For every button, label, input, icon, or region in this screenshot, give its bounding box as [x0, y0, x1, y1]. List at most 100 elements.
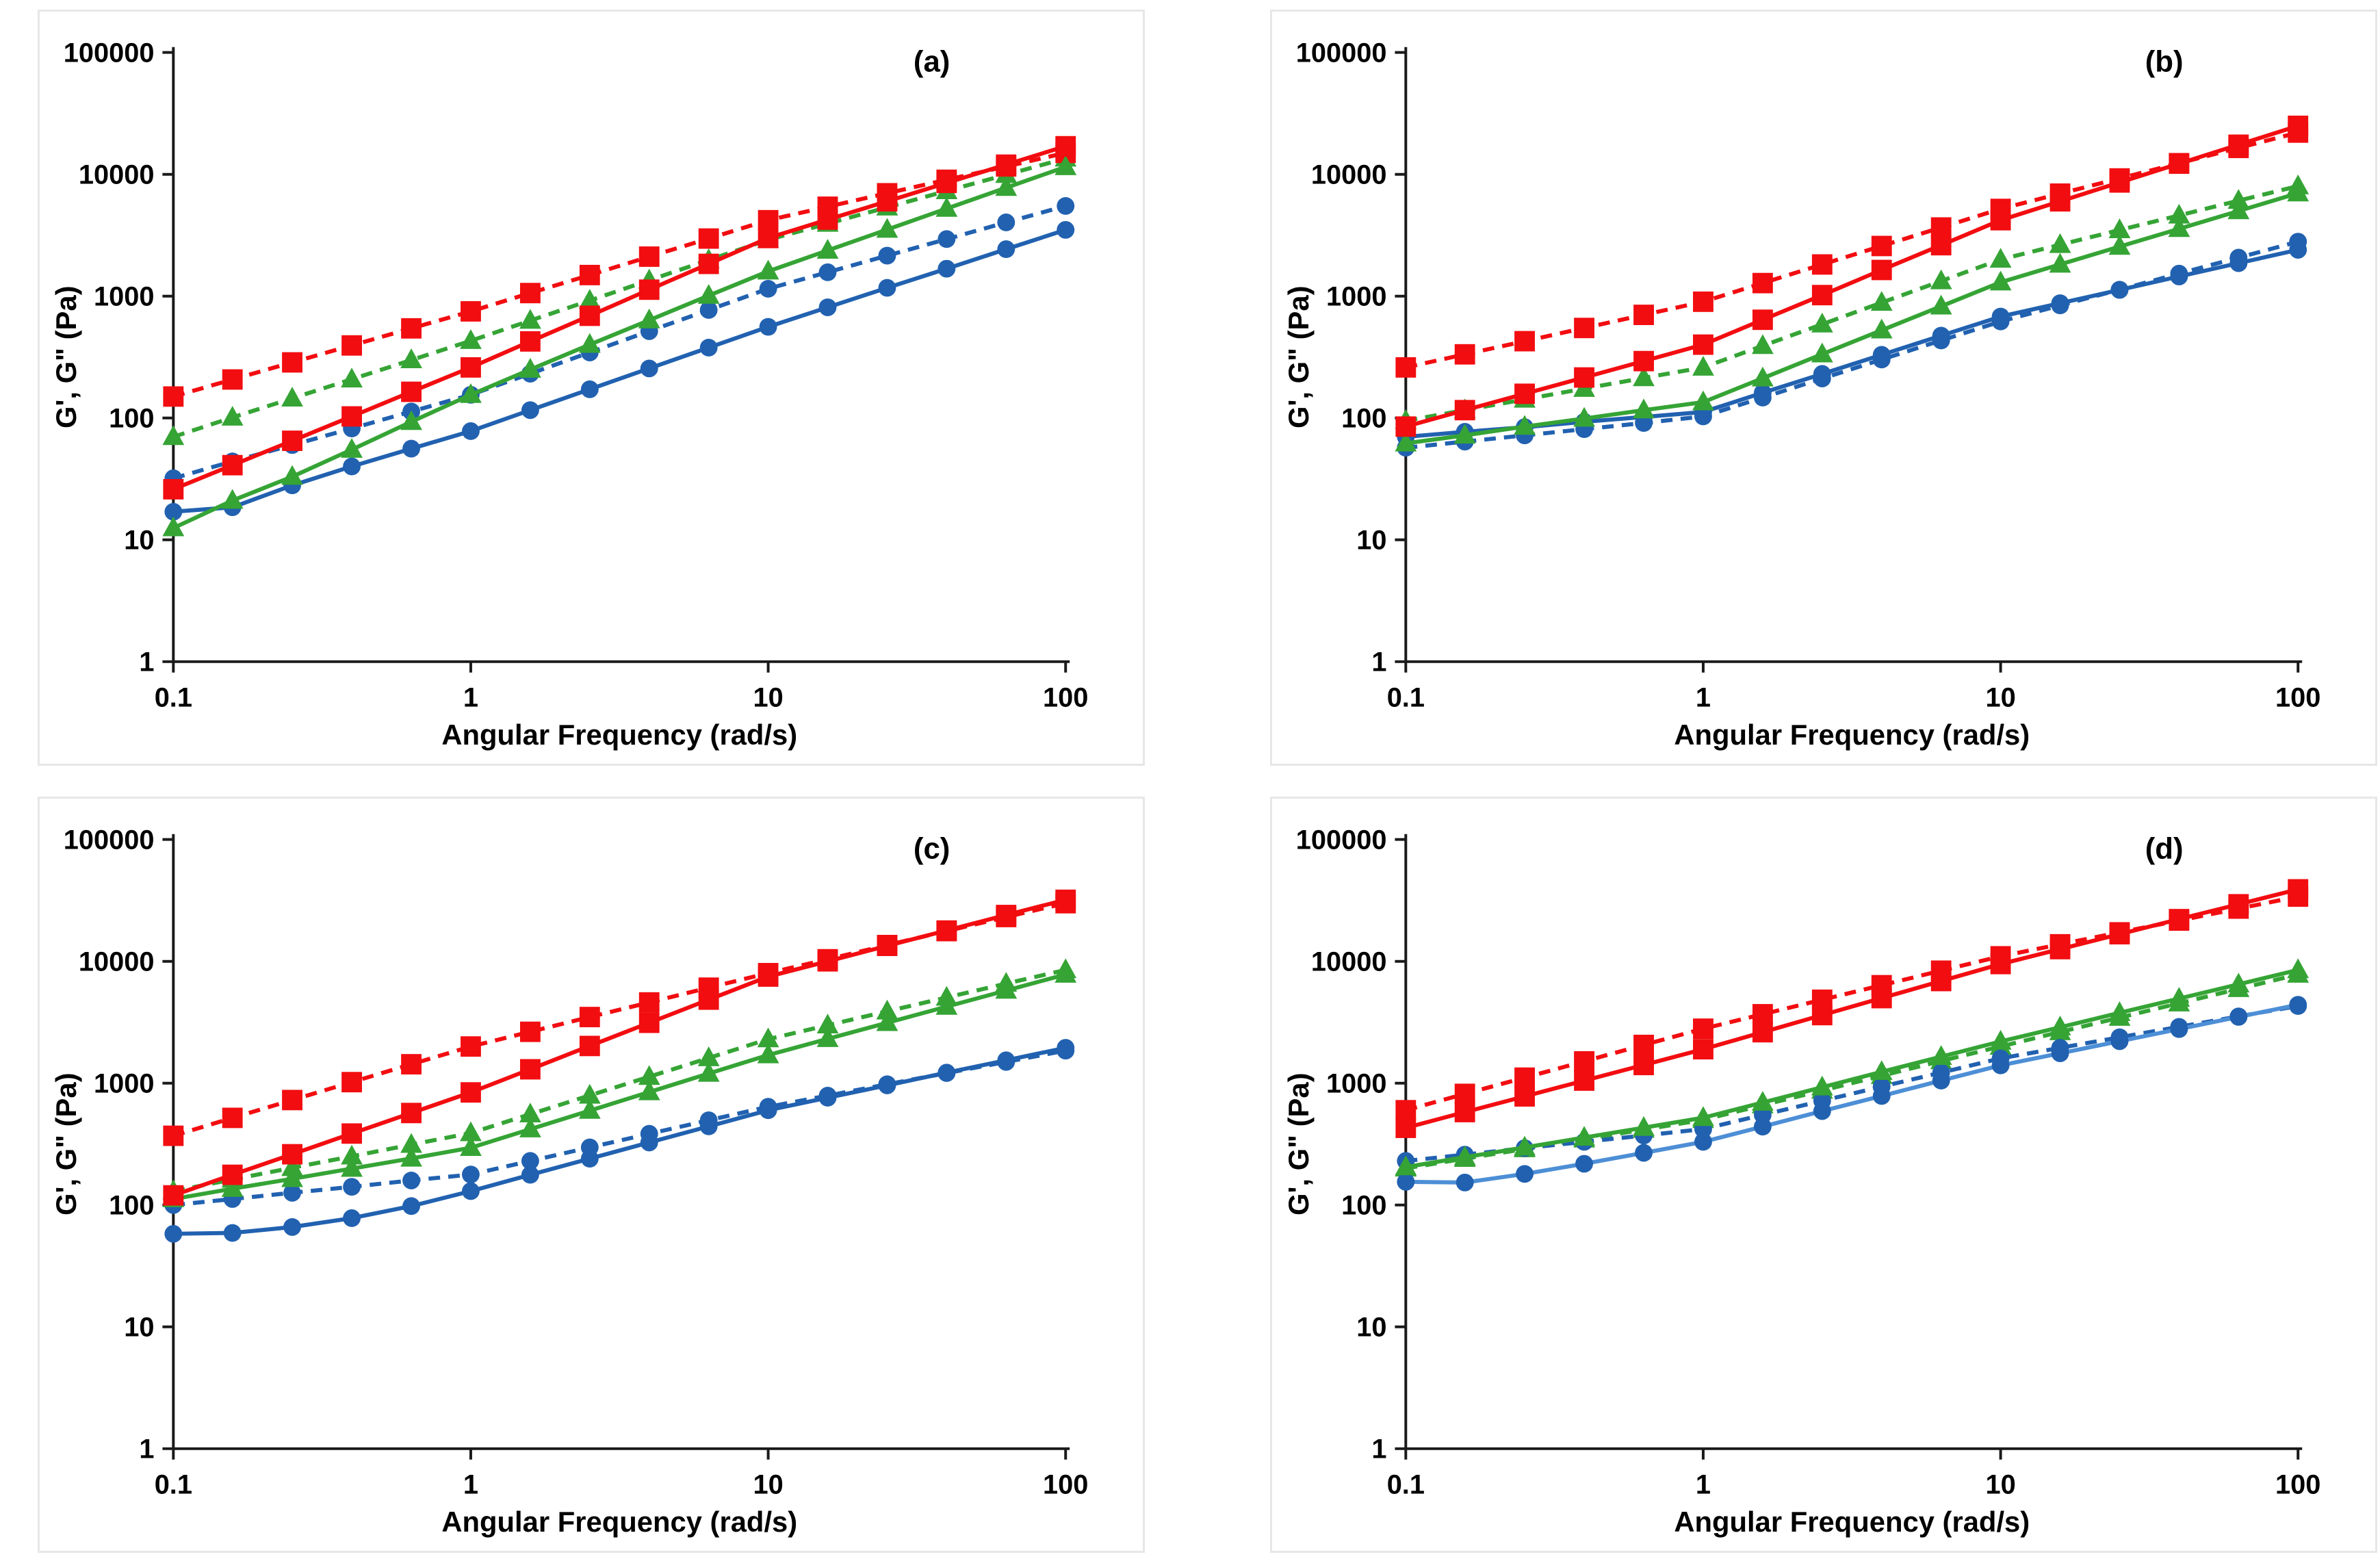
- data-point-square: [2109, 924, 2130, 944]
- data-point-triangle: [1811, 342, 1833, 363]
- data-point-circle: [462, 422, 480, 440]
- data-point-triangle: [1692, 1106, 1714, 1126]
- data-point-triangle: [341, 1144, 363, 1165]
- panel-label: (d): [2145, 832, 2184, 866]
- data-point-square: [2109, 172, 2130, 193]
- series-triangle-solid: [1395, 181, 2310, 452]
- data-point-square: [1454, 1102, 1475, 1122]
- data-point-square: [1693, 1018, 1713, 1040]
- data-point-circle: [937, 1064, 956, 1082]
- data-point-circle: [402, 439, 420, 458]
- data-point-square: [341, 1072, 362, 1093]
- data-point-square: [2169, 909, 2190, 929]
- data-point-triangle: [757, 1043, 779, 1064]
- data-point-circle: [1753, 1118, 1772, 1136]
- data-point-circle: [1516, 1165, 1534, 1183]
- data-point-circle: [1057, 220, 1075, 239]
- y-tick-label: 1: [1371, 1434, 1386, 1465]
- data-point-triangle: [2108, 218, 2131, 239]
- data-point-square: [1990, 953, 2011, 975]
- data-point-square: [222, 1107, 243, 1129]
- data-point-triangle: [400, 410, 422, 430]
- data-point-triangle: [460, 383, 482, 403]
- data-point-square: [461, 357, 481, 378]
- data-point-circle: [1932, 326, 1950, 345]
- data-point-square: [1811, 1005, 1833, 1026]
- y-tick-label: 1: [139, 647, 154, 678]
- data-point-square: [163, 478, 184, 500]
- data-point-square: [936, 172, 957, 194]
- data-point-triangle: [162, 425, 185, 446]
- series-triangle-solid: [162, 963, 1077, 1207]
- data-point-square: [1752, 1022, 1773, 1043]
- data-point-triangle: [281, 1167, 303, 1187]
- data-point-circle: [2289, 996, 2307, 1014]
- y-tick-label: 10: [124, 526, 154, 556]
- data-point-triangle: [578, 333, 601, 353]
- data-point-triangle: [1930, 1045, 1952, 1065]
- data-point-circle: [818, 298, 837, 316]
- series-circle-solid: [1397, 996, 2307, 1191]
- data-point-triangle: [816, 1014, 839, 1033]
- data-point-triangle: [1811, 1075, 1833, 1096]
- series-line: [1405, 972, 2299, 1171]
- data-point-circle: [1991, 307, 2010, 326]
- data-point-circle: [818, 263, 837, 281]
- series-line: [1406, 240, 2299, 450]
- data-point-triangle: [757, 1027, 779, 1048]
- data-point-triangle: [816, 239, 839, 259]
- x-tick-label: 10: [1985, 1469, 2015, 1499]
- data-point-circle: [2051, 1044, 2069, 1062]
- data-point-triangle: [1751, 1091, 1774, 1111]
- data-point-triangle: [460, 1136, 482, 1157]
- data-point-triangle: [1692, 390, 1714, 411]
- data-point-square: [1633, 350, 1654, 372]
- data-point-square: [222, 454, 243, 476]
- data-point-triangle: [876, 1011, 898, 1031]
- data-point-circle: [2170, 1020, 2188, 1038]
- data-point-square: [1693, 291, 1713, 312]
- data-point-triangle: [2108, 235, 2131, 255]
- series-circle-dashed: [164, 1042, 1075, 1214]
- data-point-square: [996, 154, 1017, 175]
- data-point-triangle: [1751, 334, 1774, 355]
- y-tick-label: 100: [1341, 1191, 1386, 1221]
- data-point-square: [638, 1012, 660, 1033]
- x-tick-label: 0.1: [1387, 1469, 1425, 1499]
- data-point-square: [579, 305, 600, 326]
- data-point-circle: [997, 1051, 1016, 1070]
- x-tick-label: 1: [463, 682, 478, 712]
- data-point-triangle: [1573, 1126, 1595, 1146]
- data-point-triangle: [2108, 1001, 2131, 1021]
- panel-c: 1 10 100 1000 10000 100000 0.1 1 10 100 Angular Fr…: [38, 797, 1145, 1553]
- data-point-triangle: [2049, 233, 2071, 253]
- y-axis-title: G', G" (Pa): [1282, 1073, 1315, 1215]
- data-point-triangle: [221, 1177, 244, 1197]
- data-point-triangle: [1870, 318, 1893, 339]
- data-point-square: [401, 1054, 422, 1074]
- data-point-circle: [462, 1165, 480, 1184]
- series-circle-solid: [164, 220, 1075, 521]
- y-tick-label: 100000: [64, 825, 155, 855]
- data-point-circle: [759, 279, 777, 298]
- data-point-circle: [818, 1089, 837, 1107]
- data-point-triangle: [1453, 1145, 1476, 1165]
- y-tick-label: 10000: [79, 947, 155, 977]
- data-point-triangle: [1055, 155, 1077, 175]
- data-point-triangle: [638, 1080, 660, 1100]
- panel-a: 1 10 100 1000 10000 100000 0.1 1 10 100 Angular Fr…: [38, 10, 1145, 766]
- data-point-square: [1514, 383, 1535, 404]
- data-point-triangle: [341, 438, 363, 458]
- data-point-circle: [164, 1224, 183, 1243]
- data-point-circle: [1635, 1144, 1653, 1162]
- data-point-circle: [1456, 1173, 1474, 1191]
- data-point-triangle: [1633, 366, 1655, 387]
- data-point-square: [519, 331, 541, 352]
- data-point-square: [1752, 309, 1773, 331]
- series-line: [172, 901, 1066, 1138]
- data-point-square: [1811, 285, 1833, 306]
- data-point-square: [1514, 1086, 1535, 1107]
- y-tick-label: 100: [109, 1191, 154, 1221]
